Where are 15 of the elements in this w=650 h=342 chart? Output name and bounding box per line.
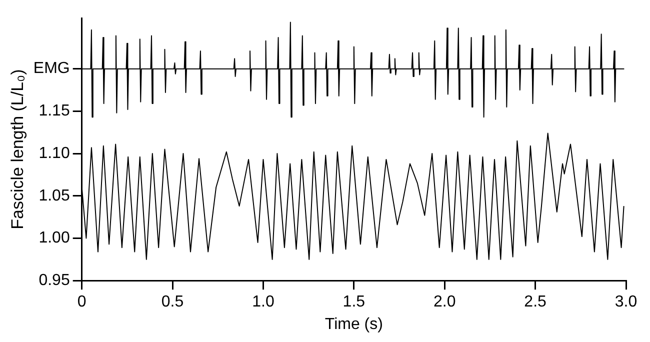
x-tick-label: 1.0	[252, 294, 274, 311]
y-tick-label: 0.95	[38, 272, 70, 290]
x-tick-label: 2.5	[524, 294, 547, 311]
y-tick-label: 1.10	[38, 144, 70, 162]
x-tick-label: 3.0	[614, 294, 638, 311]
x-tick-label: 1.5	[342, 294, 366, 311]
y-tick-label: 1.00	[38, 230, 70, 247]
y-axis-title: Fascicle length (L/L₀)	[8, 69, 27, 230]
x-tick-label: 0.5	[161, 294, 184, 311]
y-tick-label: EMG	[33, 60, 70, 78]
x-axis-title: Time (s)	[324, 316, 383, 333]
x-tick-label: 2.0	[433, 294, 456, 311]
x-tick-label: 0	[77, 294, 86, 311]
y-tick-label: 1.15	[38, 102, 70, 120]
y-tick-label: 1.05	[38, 187, 70, 204]
